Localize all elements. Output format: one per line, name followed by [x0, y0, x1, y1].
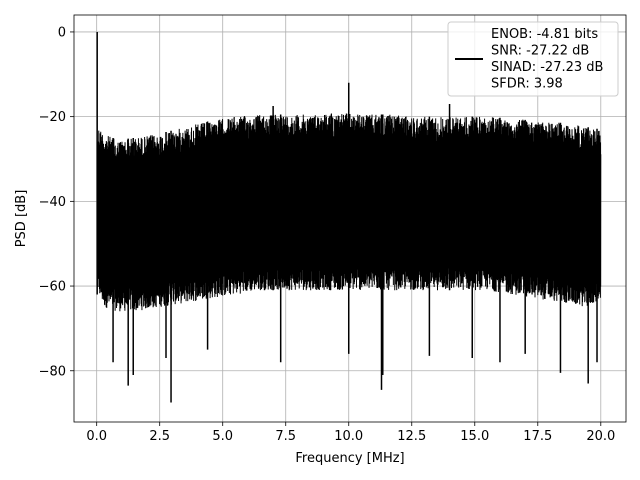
y-tick-label: −80: [39, 364, 66, 379]
legend-box: [447, 21, 619, 97]
legend-line-1: SNR: -27.22 dB: [491, 44, 589, 59]
legend: ENOB: -4.81 bits SNR: -27.22 dB SINAD: -27…: [447, 21, 619, 97]
x-tick-label: 20.0: [586, 429, 615, 444]
legend-line-0: ENOB: -4.81 bits: [491, 27, 598, 42]
plot-frame: [73, 14, 627, 423]
y-tick-label: −60: [39, 280, 66, 295]
y-tick-label: 0: [58, 25, 66, 40]
x-axis: 0.0 2.5 5.0 7.5 10.0 12.5 15.0 17.5 20.0: [86, 422, 615, 444]
y-tick-label: −40: [39, 195, 66, 210]
x-tick-label: 2.5: [149, 429, 170, 444]
legend-line-2: SINAD: -27.23 dB: [491, 60, 603, 75]
x-tick-label: 10.0: [334, 429, 363, 444]
psd-series: [96, 31, 602, 403]
legend-entry-text: ENOB: -4.81 bits SNR: -27.22 dB SINAD: -27…: [491, 27, 603, 92]
y-axis: 0 −20 −40 −60 −80: [39, 25, 74, 379]
x-tick-label: 5.0: [212, 429, 233, 444]
x-tick-label: 0.0: [86, 429, 107, 444]
x-tick-label: 7.5: [275, 429, 296, 444]
y-axis-label: PSD [dB]: [14, 190, 29, 248]
y-tick-label: −20: [39, 110, 66, 125]
x-tick-label: 12.5: [397, 429, 426, 444]
x-tick-label: 17.5: [523, 429, 552, 444]
legend-line-3: SFDR: 3.98: [491, 77, 563, 92]
x-axis-label: Frequency [MHz]: [295, 451, 404, 466]
x-tick-label: 15.0: [460, 429, 489, 444]
